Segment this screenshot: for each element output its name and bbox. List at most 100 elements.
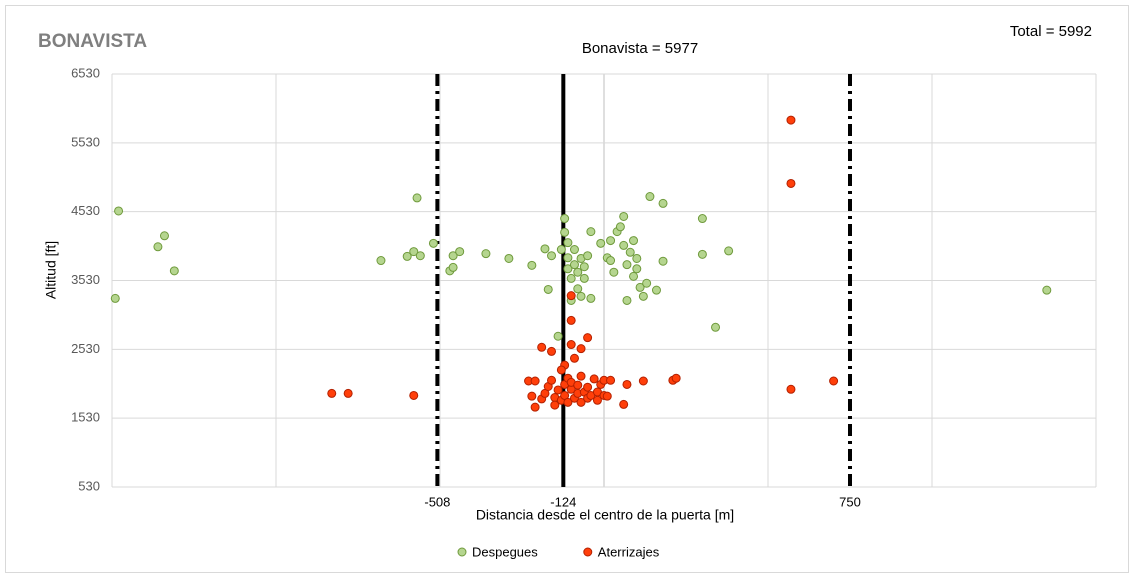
point xyxy=(622,379,632,389)
point xyxy=(658,198,668,208)
point xyxy=(556,365,566,375)
point xyxy=(530,376,540,386)
point xyxy=(573,267,583,277)
point xyxy=(576,344,586,354)
point xyxy=(658,256,668,266)
point xyxy=(724,246,734,256)
point xyxy=(527,260,537,270)
point xyxy=(651,285,661,295)
point xyxy=(573,380,583,390)
point xyxy=(606,236,616,246)
point xyxy=(527,391,537,401)
point xyxy=(530,402,540,412)
annotation: Bonavista = 5977 xyxy=(582,40,698,57)
point xyxy=(563,253,573,263)
point xyxy=(563,264,573,274)
point xyxy=(629,236,639,246)
point xyxy=(592,395,602,405)
point xyxy=(602,391,612,401)
point xyxy=(415,251,425,261)
point xyxy=(560,227,570,237)
point xyxy=(579,273,589,283)
chart-title: BONAVISTA xyxy=(38,31,147,52)
point xyxy=(576,371,586,381)
point xyxy=(586,227,596,237)
point xyxy=(550,400,560,410)
point xyxy=(547,375,557,385)
point xyxy=(409,390,419,400)
point xyxy=(786,178,796,188)
y-tick-label: 2530 xyxy=(71,341,100,356)
x-tick-label: -508 xyxy=(424,494,450,509)
point xyxy=(566,315,576,325)
point xyxy=(609,267,619,277)
point xyxy=(635,282,645,292)
point xyxy=(547,251,557,261)
y-tick-label: 1530 xyxy=(71,410,100,425)
point xyxy=(504,253,514,263)
point xyxy=(638,376,648,386)
point xyxy=(615,222,625,232)
point xyxy=(553,385,563,395)
point xyxy=(412,193,422,203)
point xyxy=(569,245,579,255)
y-axis-title: Altitud [ft] xyxy=(43,241,59,299)
point xyxy=(576,397,586,407)
point xyxy=(583,251,593,261)
annotation: Total = 5992 xyxy=(1010,23,1092,40)
point xyxy=(576,291,586,301)
y-tick-label: 4530 xyxy=(71,203,100,218)
point xyxy=(402,251,412,261)
point xyxy=(409,247,419,257)
point xyxy=(786,115,796,125)
y-tick-label: 5530 xyxy=(71,134,100,149)
point xyxy=(829,376,839,386)
point xyxy=(553,331,563,341)
point xyxy=(697,214,707,224)
point xyxy=(619,211,629,221)
point xyxy=(1042,285,1052,295)
point xyxy=(566,291,576,301)
point xyxy=(327,388,337,398)
point xyxy=(573,284,583,294)
point xyxy=(583,382,593,392)
legend-label: Despegues xyxy=(472,544,538,559)
point xyxy=(566,340,576,350)
point xyxy=(569,353,579,363)
point xyxy=(619,240,629,250)
point xyxy=(563,397,573,407)
point xyxy=(632,253,642,263)
point xyxy=(540,244,550,254)
point xyxy=(569,260,579,270)
point xyxy=(547,346,557,356)
point xyxy=(110,293,120,303)
point xyxy=(596,238,606,248)
point xyxy=(671,373,681,383)
point xyxy=(153,242,163,252)
point xyxy=(376,256,386,266)
legend-label: Aterrizajes xyxy=(598,544,660,559)
x-axis-title: Distancia desde el centro de la puerta [… xyxy=(476,507,734,523)
y-tick-label: 3530 xyxy=(71,272,100,287)
point xyxy=(642,278,652,288)
point xyxy=(448,262,458,272)
point xyxy=(428,238,438,248)
point xyxy=(556,245,566,255)
point xyxy=(159,231,169,241)
point xyxy=(448,251,458,261)
x-tick-label: -124 xyxy=(550,494,576,509)
point xyxy=(625,247,635,257)
point xyxy=(455,247,465,257)
point xyxy=(586,293,596,303)
point xyxy=(343,388,353,398)
point xyxy=(583,333,593,343)
point xyxy=(606,375,616,385)
point xyxy=(481,249,491,259)
point xyxy=(711,322,721,332)
point xyxy=(563,238,573,248)
point xyxy=(638,291,648,301)
point xyxy=(645,192,655,202)
x-tick-label: 750 xyxy=(839,494,861,509)
point xyxy=(697,249,707,259)
